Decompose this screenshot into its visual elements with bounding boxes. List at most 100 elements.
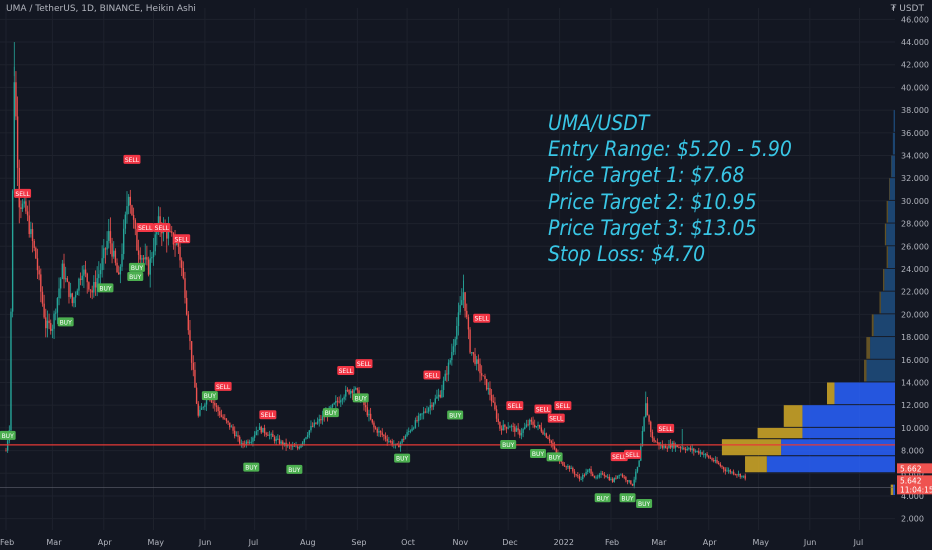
candle-body: [656, 441, 659, 443]
signal-buy: BUY: [447, 410, 464, 420]
symbol-title[interactable]: UMA / TetherUS, 1D, BINANCE, Heikin Ashi: [6, 4, 196, 14]
candle-body: [373, 422, 375, 428]
candle-body: [567, 466, 569, 468]
y-tick-label: 20.000: [901, 310, 929, 319]
signal-sell: SELL: [473, 313, 491, 323]
y-tick-label: 12.000: [901, 401, 929, 410]
signal-label: SELL: [536, 407, 551, 414]
signal-sell: SELL: [423, 370, 441, 380]
y-tick-label: 32.000: [901, 174, 929, 183]
signal-label: SELL: [138, 225, 153, 232]
candle-body: [200, 407, 203, 410]
candle-body: [219, 411, 221, 416]
signal-label: BUY: [325, 410, 338, 417]
candle-body: [547, 437, 549, 439]
volume-bar-gold: [886, 246, 888, 268]
candle-body: [466, 310, 468, 318]
signal-label: BUY: [355, 395, 368, 402]
candle-body: [537, 425, 539, 427]
x-tick-label: Jul: [248, 538, 259, 547]
candle-body: [159, 216, 161, 229]
y-tick-label: 14.000: [901, 378, 929, 387]
signal-box: [214, 381, 232, 391]
signal-box: [447, 410, 464, 420]
x-tick-label: Apr: [98, 538, 113, 547]
candle-body: [575, 474, 577, 476]
candle-body: [229, 422, 231, 428]
candle-body: [681, 447, 683, 449]
candle-body: [45, 317, 47, 329]
signal-box: [201, 391, 218, 401]
y-tick-label: 40.000: [901, 83, 929, 92]
candle-body: [379, 430, 382, 433]
candle-body: [242, 442, 244, 445]
volume-bar-blue: [892, 132, 895, 155]
candle-body: [268, 434, 271, 436]
candle-body: [689, 447, 692, 450]
candle-body: [33, 240, 35, 248]
candle-body: [505, 426, 508, 429]
candle-body: [59, 278, 62, 289]
signal-box: [97, 283, 114, 293]
candle-body: [583, 474, 586, 476]
volume-bar-gold: [745, 456, 767, 473]
last-price-text: 5.662: [900, 464, 922, 473]
candle-body: [26, 211, 29, 216]
candle-body: [137, 250, 140, 255]
candle-body: [179, 246, 181, 261]
signal-label: SELL: [508, 403, 523, 410]
candle-body: [464, 292, 466, 311]
signal-label: SELL: [612, 454, 627, 461]
y-tick-label: 26.000: [901, 242, 929, 251]
signal-buy: BUY: [636, 498, 653, 508]
candle-body: [535, 426, 538, 428]
volume-bar-blue: [891, 155, 895, 178]
x-tick-label: Sep: [351, 538, 366, 547]
candle-body: [316, 421, 319, 424]
candle-body: [741, 475, 743, 477]
candle-body: [490, 394, 493, 402]
candle-body: [497, 418, 499, 422]
candle-body: [416, 420, 418, 421]
candle-body: [577, 475, 579, 477]
candle-body: [139, 254, 141, 260]
x-axis[interactable]: Feb Mar Apr May Jun Jul Aug Sep Oct Nov Dec 2022 Feb…: [0, 538, 863, 547]
signal-label: SELL: [625, 452, 640, 459]
candle-body: [272, 434, 274, 437]
candle-body: [620, 474, 622, 476]
candle-body: [146, 257, 148, 260]
candle-body: [732, 471, 735, 475]
candle-body: [335, 400, 337, 404]
volume-bar-blue: [884, 269, 895, 291]
volume-bar-gold: [884, 223, 887, 246]
candle-body: [318, 419, 320, 422]
candle-body: [300, 444, 302, 448]
candle-body: [451, 351, 453, 361]
y-axis[interactable]: 46.000 44.000 42.000 40.000 38.000 36.000 34.0…: [901, 15, 929, 523]
candle-body: [234, 430, 236, 437]
candle-body: [253, 434, 256, 438]
signal-label: BUY: [396, 456, 409, 463]
candle-body: [343, 396, 345, 400]
signal-box: [546, 452, 563, 462]
currency-label[interactable]: ₮ USDT: [890, 4, 924, 14]
candle-body: [220, 415, 223, 417]
signal-sell: SELL: [14, 188, 32, 198]
candle-body: [394, 443, 397, 445]
candle-body: [374, 427, 377, 429]
candle-body: [449, 360, 451, 363]
candle-body: [643, 417, 645, 432]
candle-body: [578, 476, 581, 479]
signal-label: SELL: [155, 225, 170, 232]
overlay-line-target1: Price Target 1: $7.68: [548, 163, 745, 188]
volume-bar-blue: [873, 314, 895, 337]
candle-body: [744, 475, 746, 479]
candle-body: [688, 447, 690, 449]
candle-body: [388, 441, 390, 442]
x-tick-label: Apr: [703, 538, 718, 547]
candle-body: [484, 375, 486, 380]
candle-body: [187, 314, 190, 331]
signal-label: SELL: [658, 426, 673, 433]
candle-body: [152, 251, 155, 258]
